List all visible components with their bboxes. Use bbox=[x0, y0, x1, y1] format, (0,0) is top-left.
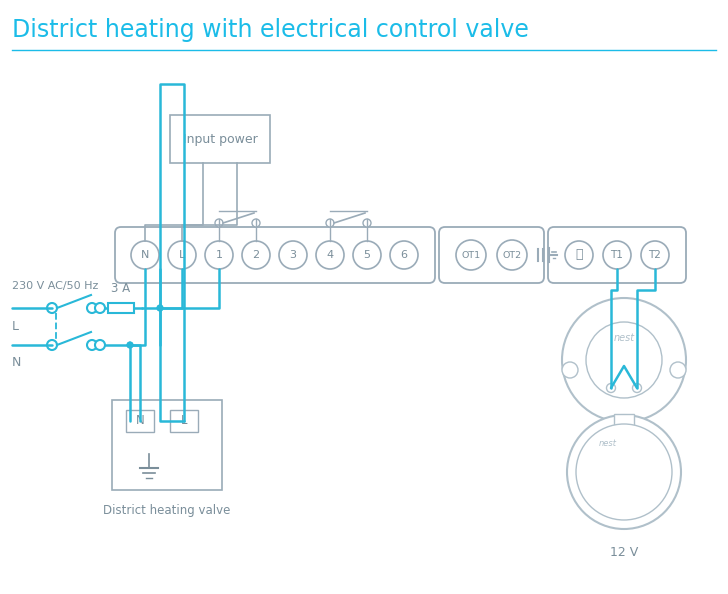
Text: T1: T1 bbox=[611, 250, 623, 260]
Circle shape bbox=[205, 241, 233, 269]
Bar bbox=[112, 400, 222, 490]
Text: L: L bbox=[181, 415, 187, 428]
Text: T2: T2 bbox=[649, 250, 662, 260]
Text: 3: 3 bbox=[290, 250, 296, 260]
Text: District heating valve: District heating valve bbox=[103, 504, 231, 517]
Circle shape bbox=[131, 241, 159, 269]
Circle shape bbox=[95, 303, 105, 313]
Circle shape bbox=[363, 219, 371, 227]
Text: 12 V: 12 V bbox=[610, 546, 638, 559]
Circle shape bbox=[95, 340, 105, 350]
Circle shape bbox=[316, 241, 344, 269]
FancyBboxPatch shape bbox=[439, 227, 544, 283]
Circle shape bbox=[562, 298, 686, 422]
Text: N: N bbox=[135, 415, 144, 428]
Circle shape bbox=[603, 241, 631, 269]
Text: Input power: Input power bbox=[183, 132, 258, 146]
Text: ⏚: ⏚ bbox=[575, 248, 582, 261]
Circle shape bbox=[87, 340, 97, 350]
Circle shape bbox=[390, 241, 418, 269]
Bar bbox=[170, 410, 198, 432]
Circle shape bbox=[641, 241, 669, 269]
Bar bbox=[170, 115, 270, 163]
Circle shape bbox=[279, 241, 307, 269]
Circle shape bbox=[47, 303, 57, 313]
Text: OT1: OT1 bbox=[462, 251, 480, 260]
FancyBboxPatch shape bbox=[115, 227, 435, 283]
Circle shape bbox=[326, 219, 334, 227]
Bar bbox=[108, 303, 134, 313]
Text: 6: 6 bbox=[400, 250, 408, 260]
Text: L: L bbox=[179, 250, 185, 260]
Circle shape bbox=[670, 362, 686, 378]
Circle shape bbox=[562, 362, 578, 378]
Text: N: N bbox=[12, 356, 21, 369]
Circle shape bbox=[567, 415, 681, 529]
FancyBboxPatch shape bbox=[548, 227, 686, 283]
Text: 230 V AC/50 Hz: 230 V AC/50 Hz bbox=[12, 281, 98, 291]
Circle shape bbox=[127, 342, 133, 349]
Circle shape bbox=[157, 305, 164, 311]
Bar bbox=[126, 410, 154, 432]
Circle shape bbox=[215, 219, 223, 227]
Text: nest: nest bbox=[599, 440, 617, 448]
Circle shape bbox=[456, 240, 486, 270]
Text: N: N bbox=[141, 250, 149, 260]
Text: 1: 1 bbox=[215, 250, 223, 260]
Circle shape bbox=[87, 303, 97, 313]
Circle shape bbox=[576, 424, 672, 520]
Text: District heating with electrical control valve: District heating with electrical control… bbox=[12, 18, 529, 42]
Circle shape bbox=[127, 342, 133, 349]
Text: 2: 2 bbox=[253, 250, 260, 260]
Circle shape bbox=[252, 219, 260, 227]
Circle shape bbox=[565, 241, 593, 269]
Circle shape bbox=[606, 384, 615, 393]
Bar bbox=[614, 414, 634, 428]
Text: 3 A: 3 A bbox=[111, 282, 130, 295]
Text: nest: nest bbox=[614, 333, 635, 343]
Circle shape bbox=[497, 240, 527, 270]
Circle shape bbox=[633, 384, 641, 393]
Circle shape bbox=[586, 322, 662, 398]
Circle shape bbox=[47, 340, 57, 350]
Circle shape bbox=[242, 241, 270, 269]
Text: 5: 5 bbox=[363, 250, 371, 260]
Text: L: L bbox=[12, 320, 19, 333]
Circle shape bbox=[353, 241, 381, 269]
Circle shape bbox=[168, 241, 196, 269]
Circle shape bbox=[157, 305, 164, 311]
Text: 4: 4 bbox=[326, 250, 333, 260]
Text: OT2: OT2 bbox=[502, 251, 521, 260]
